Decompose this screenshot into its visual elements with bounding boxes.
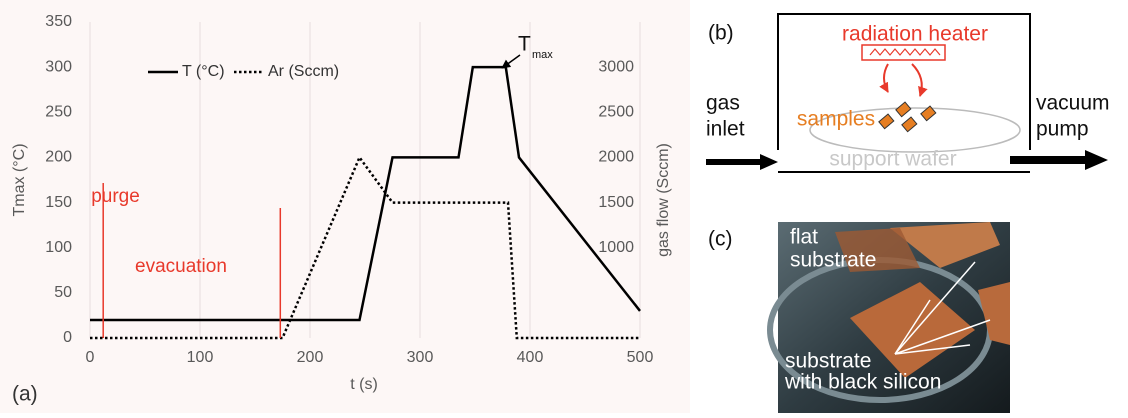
y-tick-label: 200 xyxy=(45,149,72,166)
peak-label-sub: max xyxy=(532,49,553,61)
y-tick-label: 50 xyxy=(54,284,72,301)
legend-label: T (°C) xyxy=(182,63,225,80)
inlet-label: gas xyxy=(706,92,740,115)
radiation-arrow xyxy=(911,63,928,97)
radiation-arrow xyxy=(879,63,889,93)
peak-label: T xyxy=(518,33,531,56)
x-tick-label: 0 xyxy=(86,349,95,366)
x-axis-label: t (s) xyxy=(350,376,378,393)
chamber xyxy=(777,13,1031,150)
photo-label: substrate xyxy=(785,350,871,373)
samples-icons xyxy=(878,101,937,133)
legend-label: Ar (Sccm) xyxy=(268,63,339,80)
photo-pointers xyxy=(894,261,991,355)
heater-coil xyxy=(869,48,941,56)
x-tick-label: 100 xyxy=(187,349,214,366)
inlet-label: inlet xyxy=(706,118,745,141)
y-axis-label: Tmax (°C) xyxy=(11,143,28,216)
peak-arrow xyxy=(501,54,521,69)
photo-substrate xyxy=(890,222,1000,268)
pump-arrow xyxy=(1010,150,1108,170)
y2-tick-label: 2500 xyxy=(598,104,634,121)
heater xyxy=(861,44,946,61)
photo-label: with black silicon xyxy=(784,371,941,394)
x-tick-label: 500 xyxy=(627,349,654,366)
inlet-arrow xyxy=(706,154,778,170)
wafer-label: support wafer xyxy=(829,148,956,171)
y2-axis-label: gas flow (Sccm) xyxy=(655,143,672,257)
photo-substrate xyxy=(835,228,920,272)
marker-label: purge xyxy=(91,186,140,207)
panel-label: (b) xyxy=(708,22,734,45)
samples-label: samples xyxy=(797,108,875,131)
marker-label: evacuation xyxy=(135,256,227,277)
y-tick-label: 250 xyxy=(45,104,72,121)
photo-substrate xyxy=(978,282,1010,345)
pump-label: vacuum xyxy=(1036,92,1110,115)
series-line xyxy=(90,65,641,322)
x-tick-label: 400 xyxy=(517,349,544,366)
y-tick-label: 0 xyxy=(63,329,72,346)
y2-tick-label: 1000 xyxy=(598,239,634,256)
plot: 0 100 200 300 400 500 0 50 100 150 200 250 300 350 100… xyxy=(45,13,653,366)
panel-label: (c) xyxy=(708,228,733,251)
y2-tick-label: 1500 xyxy=(598,194,634,211)
y-tick-label: 150 xyxy=(45,194,72,211)
photo-label: substrate xyxy=(790,249,876,272)
y-tick-label: 100 xyxy=(45,239,72,256)
x-tick-label: 300 xyxy=(407,349,434,366)
photo-label: flat xyxy=(790,226,818,249)
x-tick-label: 200 xyxy=(297,349,324,366)
pump-label: pump xyxy=(1036,118,1089,141)
panel-label: (a) xyxy=(12,383,38,406)
heater-label: radiation heater xyxy=(842,23,988,46)
series-line xyxy=(90,154,640,340)
y-tick-label: 350 xyxy=(45,13,72,30)
y2-tick-label: 2000 xyxy=(598,149,634,166)
chart-background xyxy=(0,0,690,413)
photo-substrate xyxy=(850,282,975,378)
wafer xyxy=(809,107,1021,153)
y-tick-label: 300 xyxy=(45,58,72,75)
y2-tick-label: 3000 xyxy=(598,58,634,75)
